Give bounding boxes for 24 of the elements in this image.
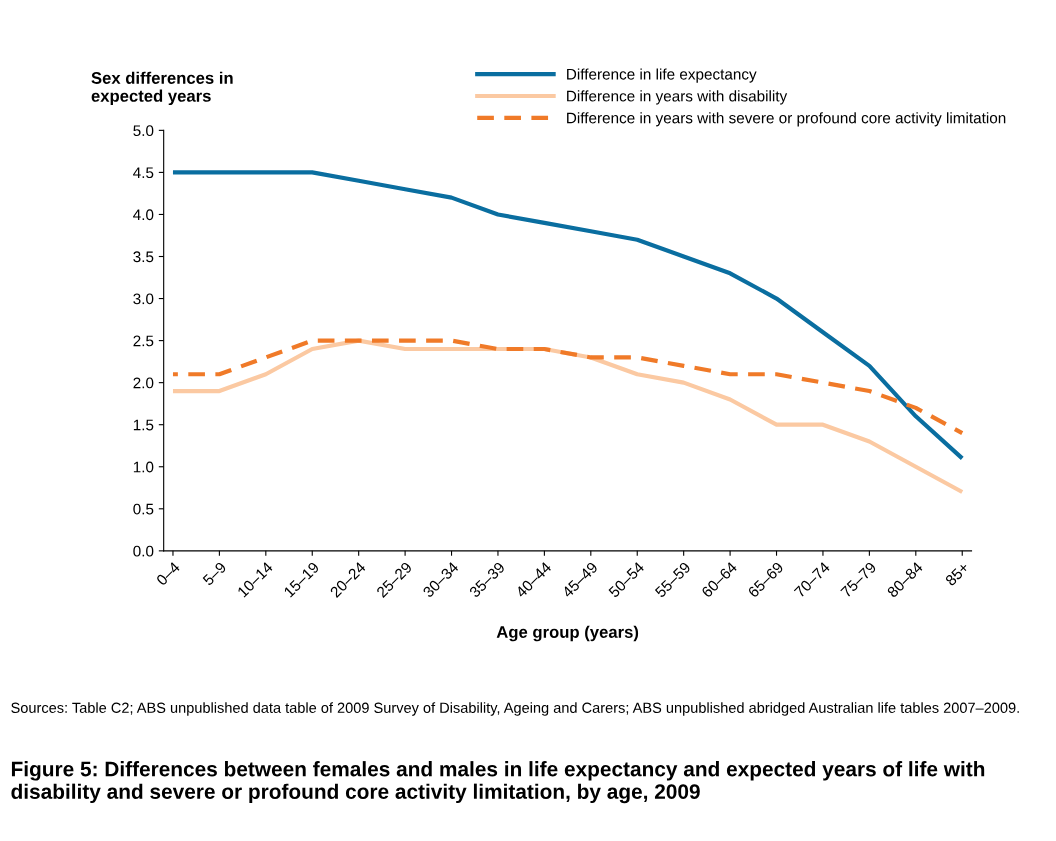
x-axis-title: Age group (years): [496, 625, 639, 642]
y-tick-label: 5.0: [133, 125, 154, 137]
y-tick-label: 4.5: [133, 167, 154, 179]
y-tick-label: 2.0: [133, 377, 154, 389]
line-series: [170, 170, 965, 461]
y-tick-label: 3.5: [133, 251, 154, 263]
source-note: Sources: Table C2; ABS unpublished data table of 2009 Survey of Disability, Ageing and Carers; ABS unpublished abridged Australian life tables 2007–2009.: [11, 702, 1019, 716]
y-tick-label: 1.5: [133, 419, 154, 431]
y-tick-label: 0.5: [133, 503, 154, 515]
y-axis-title: Sex differences in expected years: [91, 71, 233, 106]
legend-label: Difference in life expectancy: [567, 68, 757, 83]
x-tick-label: 85+: [944, 561, 970, 587]
y-tick-label: 0.0: [133, 545, 154, 557]
line-series: [170, 338, 965, 495]
y-tick-label: 3.0: [133, 293, 154, 305]
text: Figure 5: Differences between females and males in life expectancy and expected years of life with disability and severe or profound core activity limitation, by age, 2009: [11, 761, 985, 804]
y-tick-label: 4.0: [133, 209, 154, 221]
line-series: [170, 338, 965, 436]
legend-label: Difference in years with severe or profound core activity limitation: [567, 112, 1006, 127]
y-tick-label: 2.5: [133, 335, 154, 347]
legend-label: Difference in years with disability: [567, 90, 788, 105]
x-tick-label: 5–9: [202, 561, 227, 587]
y-tick-label: 1.0: [133, 461, 154, 473]
x-tick-label: 0–4: [155, 561, 181, 587]
